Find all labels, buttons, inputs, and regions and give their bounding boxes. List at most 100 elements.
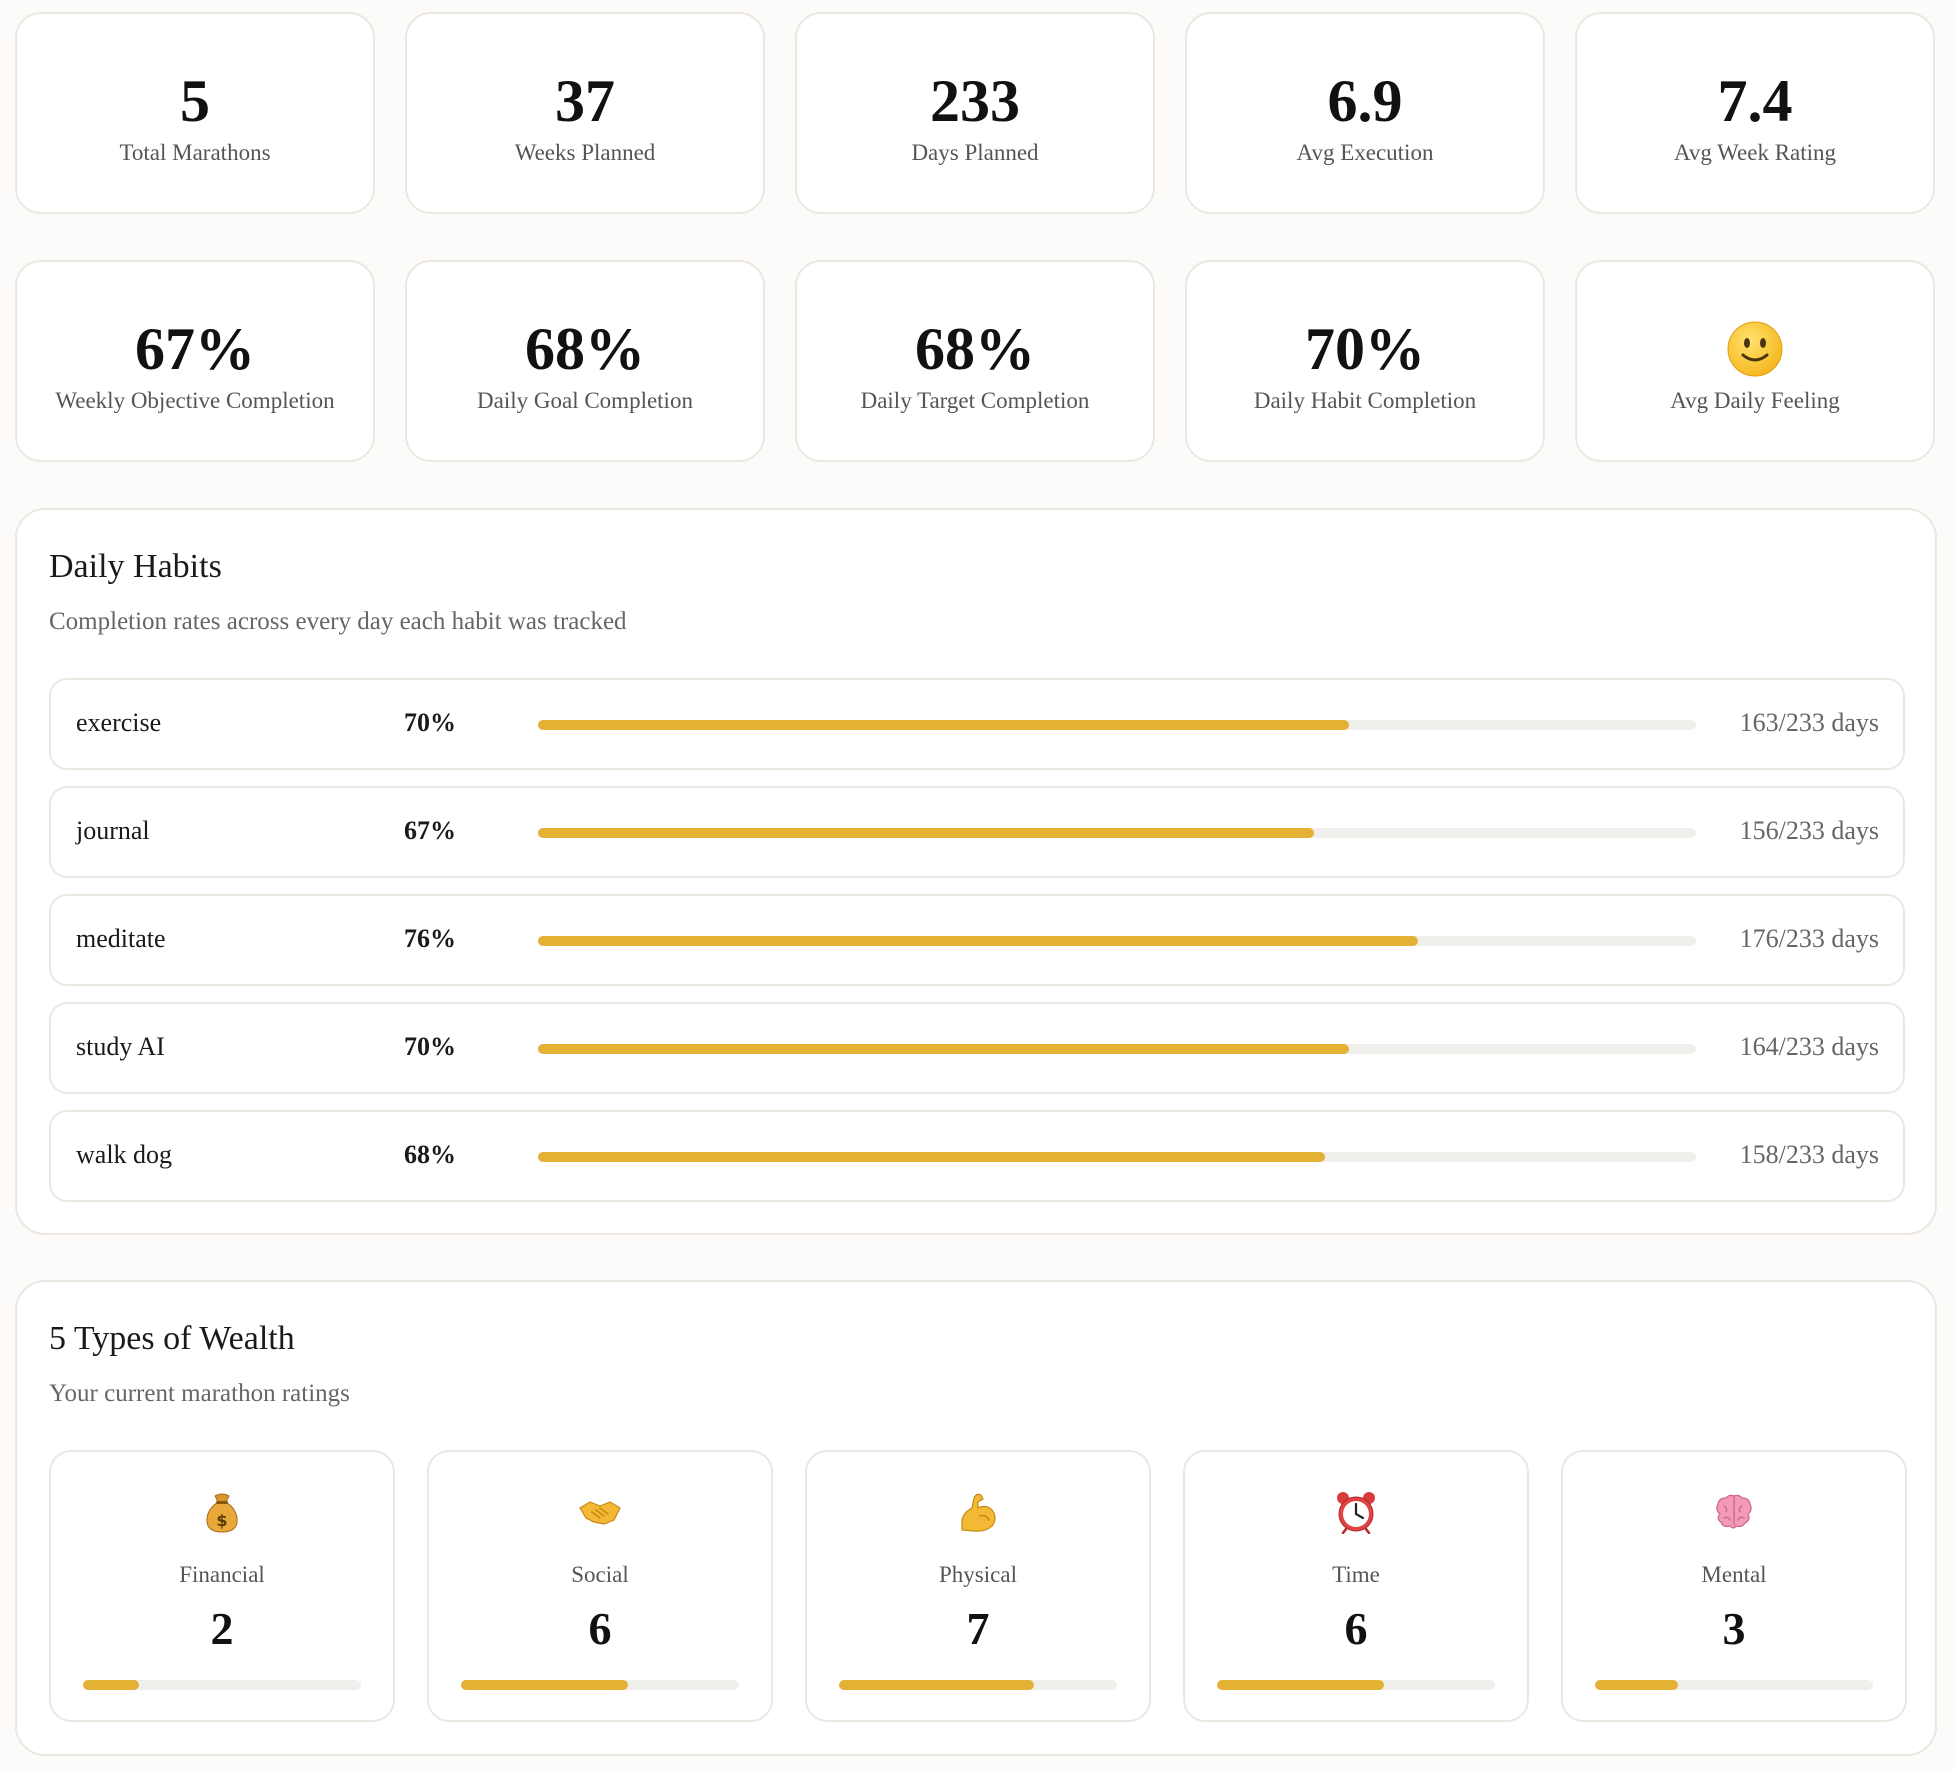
wealth-grid: $ Financial 2 Social 6 Physical 7 [49,1450,1907,1722]
habit-days: 163/233 days [1739,708,1879,737]
stat-value: 5 [180,68,210,134]
stat-value: 70% [1305,316,1425,382]
wealth-progress-fill [461,1680,628,1690]
panel-title: Daily Habits [49,548,222,585]
stats-row-1: 5 Total Marathons 37 Weeks Planned 233 D… [15,12,1937,214]
habit-progress-bar [538,720,1696,730]
wealth-card-time: Time 6 [1183,1450,1529,1722]
stat-value: 233 [930,68,1020,134]
panel-subtitle: Completion rates across every day each h… [49,608,627,635]
stat-card-total-marathons: 5 Total Marathons [15,12,375,214]
habit-name: exercise [76,708,162,737]
habit-progress-bar [538,1044,1696,1054]
svg-text:$: $ [216,1511,227,1530]
habit-progress-fill [538,828,1314,838]
stat-card-avg-week-rating: 7.4 Avg Week Rating [1575,12,1935,214]
habit-list: exercise 70% 163/233 days journal 67% 15… [49,678,1905,1218]
stat-label: Weekly Objective Completion [55,388,335,413]
wealth-progress-fill [839,1680,1034,1690]
wealth-progress-bar [839,1680,1117,1690]
habit-percent: 70% [404,708,456,737]
habit-name: journal [76,816,150,845]
slightly-smiling-face-icon [1727,321,1783,377]
wealth-card-mental: Mental 3 [1561,1450,1907,1722]
wealth-label: Mental [1701,1562,1767,1587]
habit-percent: 68% [404,1140,456,1169]
habit-progress-fill [538,1044,1349,1054]
stat-value: 68% [915,316,1035,382]
stat-card-avg-daily-feeling: Avg Daily Feeling [1575,260,1935,462]
panel-subtitle: Your current marathon ratings [49,1380,350,1407]
habit-progress-fill [538,720,1349,730]
habit-name: study AI [76,1032,165,1061]
habit-name: meditate [76,924,166,953]
habit-percent: 67% [404,816,456,845]
brain-icon [1716,1494,1752,1529]
stat-label: Daily Goal Completion [477,388,693,413]
wealth-label: Time [1332,1562,1380,1587]
stat-value: 67% [135,316,255,382]
wealth-card-social: Social 6 [427,1450,773,1722]
habit-days: 164/233 days [1739,1032,1879,1061]
wealth-card-financial: $ Financial 2 [49,1450,395,1722]
habit-progress-bar [538,1152,1696,1162]
habit-progress-fill [538,936,1419,946]
stat-value: 7.4 [1717,68,1793,134]
panel-title: 5 Types of Wealth [49,1320,295,1357]
wealth-panel: 5 Types of Wealth Your current marathon … [15,1280,1937,1756]
habit-progress-bar [538,828,1696,838]
wealth-label: Financial [179,1562,265,1587]
wealth-card-physical: Physical 7 [805,1450,1151,1722]
wealth-value: 7 [966,1603,990,1654]
wealth-value: 6 [588,1603,612,1654]
stat-label: Days Planned [911,140,1039,165]
daily-habits-panel: Daily Habits Completion rates across eve… [15,508,1937,1235]
wealth-progress-bar [83,1680,361,1690]
habit-row: study AI 70% 164/233 days [49,1002,1905,1094]
stat-card-daily-target: 68% Daily Target Completion [795,260,1155,462]
habit-row: walk dog 68% 158/233 days [49,1110,1905,1202]
habit-days: 176/233 days [1739,924,1879,953]
stat-card-weeks-planned: 37 Weeks Planned [405,12,765,214]
wealth-label: Social [571,1562,629,1587]
habit-percent: 70% [404,1032,456,1061]
habit-progress-bar [538,936,1696,946]
wealth-label: Physical [939,1562,1017,1587]
habit-row: meditate 76% 176/233 days [49,894,1905,986]
alarm-clock-icon [1337,1492,1375,1534]
stat-label: Daily Habit Completion [1253,388,1477,413]
habit-name: walk dog [76,1140,173,1169]
stat-label: Avg Daily Feeling [1670,388,1840,413]
stat-label: Total Marathons [119,140,271,165]
wealth-progress-fill [83,1680,139,1690]
stat-label: Weeks Planned [514,140,656,165]
habit-row: exercise 70% 163/233 days [49,678,1905,770]
wealth-progress-fill [1595,1680,1679,1690]
stat-label: Avg Week Rating [1673,140,1837,165]
wealth-progress-bar [1595,1680,1873,1690]
stat-card-daily-habit: 70% Daily Habit Completion [1185,260,1545,462]
stat-card-daily-goal: 68% Daily Goal Completion [405,260,765,462]
wealth-progress-bar [1217,1680,1495,1690]
money-bag-icon: $ [206,1493,238,1533]
habit-days: 158/233 days [1739,1140,1879,1169]
stats-row-2: 67% Weekly Objective Completion 68% Dail… [15,260,1937,462]
wealth-progress-bar [461,1680,739,1690]
stat-label: Avg Execution [1296,140,1434,165]
wealth-value: 2 [210,1603,234,1654]
habit-progress-fill [538,1152,1326,1162]
habit-percent: 76% [404,924,456,953]
stat-card-days-planned: 233 Days Planned [795,12,1155,214]
stat-label: Daily Target Completion [860,388,1090,413]
habit-days: 156/233 days [1739,816,1879,845]
stat-value: 6.9 [1327,68,1403,134]
stat-value: 37 [555,68,615,134]
wealth-progress-fill [1217,1680,1384,1690]
stat-card-weekly-objective: 67% Weekly Objective Completion [15,260,375,462]
stat-value: 68% [525,316,645,382]
habit-row: journal 67% 156/233 days [49,786,1905,878]
wealth-value: 3 [1722,1603,1746,1654]
wealth-value: 6 [1344,1603,1368,1654]
flexed-bicep-icon [961,1493,996,1532]
stat-card-avg-execution: 6.9 Avg Execution [1185,12,1545,214]
